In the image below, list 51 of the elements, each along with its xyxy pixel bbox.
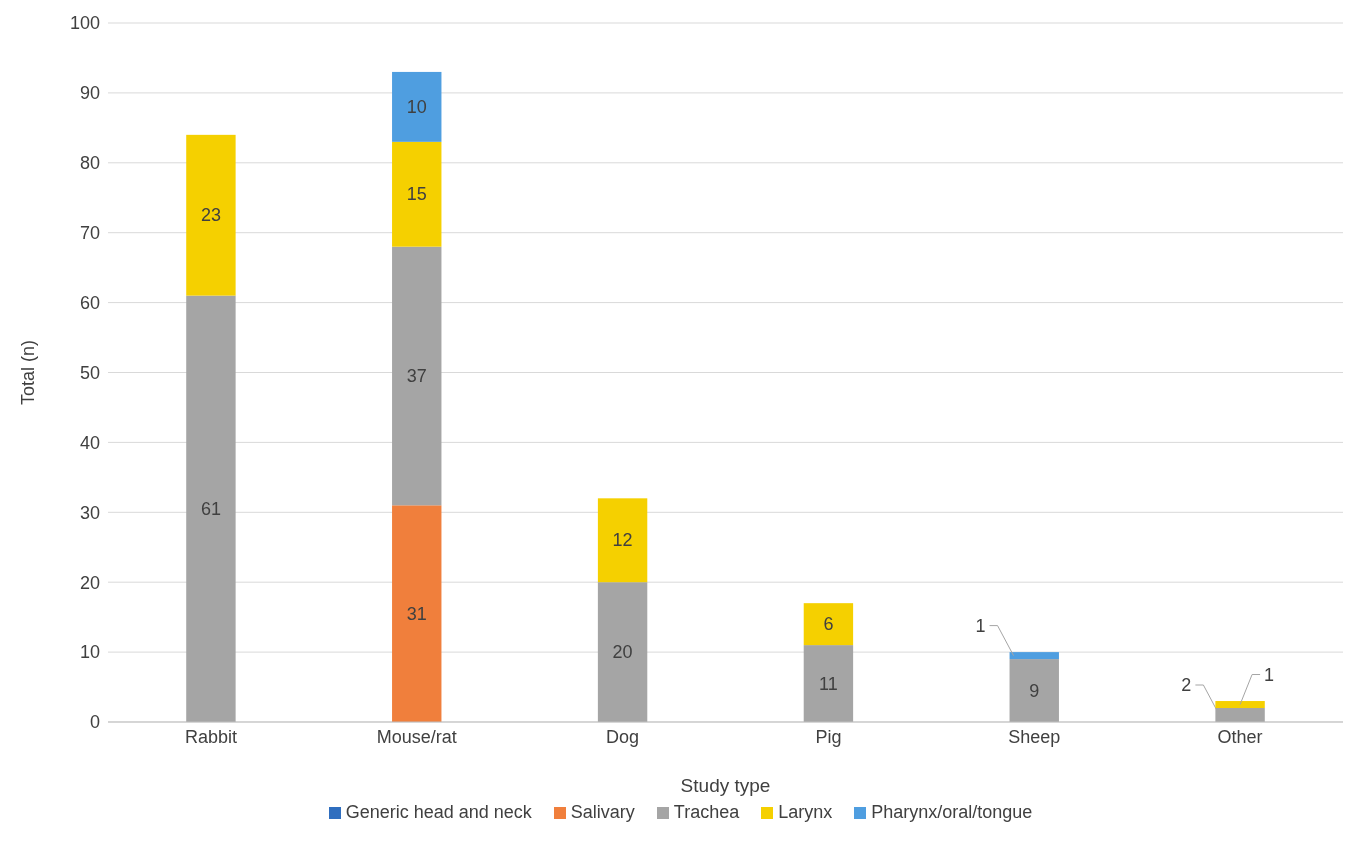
data-label: 31: [406, 603, 427, 624]
bar: [803, 645, 854, 722]
data-label: 1: [1264, 664, 1275, 685]
bar: [392, 141, 442, 247]
data-label: 23: [200, 205, 221, 226]
y-tick-label: 20: [79, 572, 100, 593]
y-tick-label: 70: [79, 223, 100, 244]
data-label: 9: [1029, 680, 1040, 701]
bar: [1009, 652, 1059, 660]
x-tick-label: Dog: [606, 726, 640, 747]
legend-label: Salivary: [569, 802, 635, 823]
y-tick-label: 90: [79, 83, 100, 104]
y-tick-label: 50: [79, 362, 100, 383]
data-label: 37: [406, 365, 427, 386]
data-label: 61: [200, 498, 221, 519]
y-tick-label: 100: [69, 13, 100, 34]
data-label: 20: [612, 642, 633, 663]
y-tick-label: 60: [79, 292, 100, 313]
x-tick-label: Sheep: [1008, 726, 1061, 747]
bar: [803, 603, 854, 646]
x-axis-title: Study type: [680, 775, 771, 796]
x-tick-label: Rabbit: [184, 726, 237, 747]
bar: [392, 246, 442, 506]
data-label: 12: [612, 530, 633, 551]
data-label: 2: [1181, 675, 1192, 696]
x-tick-label: Other: [1217, 726, 1263, 747]
bar: [1215, 701, 1265, 709]
data-label: 6: [823, 614, 834, 635]
legend-label: Larynx: [777, 802, 833, 823]
data-label: 15: [406, 184, 427, 205]
bar: [186, 134, 236, 296]
bar: [392, 71, 442, 142]
y-tick-label: 30: [79, 502, 100, 523]
y-tick-label: 10: [79, 642, 100, 663]
legend-label: Trachea: [672, 802, 740, 823]
data-label: 11: [819, 673, 838, 694]
bar: [597, 498, 648, 583]
y-tick-label: 40: [79, 432, 100, 453]
legend-label: Pharynx/oral/tongue: [870, 802, 1033, 823]
y-tick-label: 80: [79, 153, 100, 174]
data-label: 10: [406, 96, 427, 117]
bar: [186, 295, 236, 722]
data-label: 1: [975, 615, 986, 636]
y-tick-label: 0: [89, 712, 100, 733]
bar: [392, 505, 442, 722]
x-tick-label: Mouse/rat: [376, 726, 457, 747]
x-tick-label: Pig: [815, 726, 842, 747]
bar: [597, 582, 648, 722]
bar: [1009, 659, 1059, 722]
y-axis-title: Total (n): [18, 339, 39, 406]
legend-label: Generic head and neck: [344, 802, 532, 823]
